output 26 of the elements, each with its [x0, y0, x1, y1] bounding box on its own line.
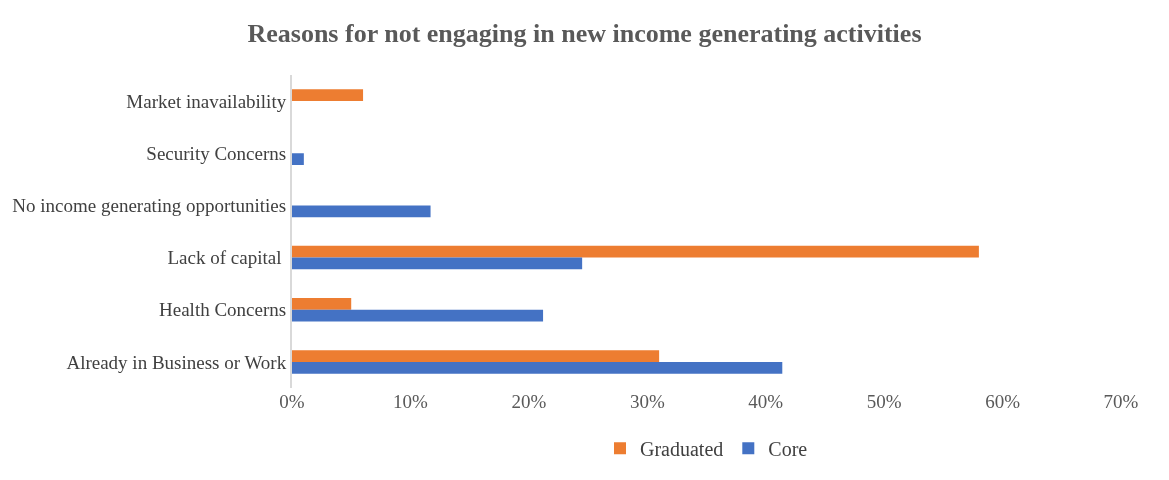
x-tick-label: 70%	[1103, 391, 1139, 412]
bar	[292, 245, 979, 258]
y-tick-label: No income generating opportunities	[12, 195, 287, 217]
x-tick-label: 40%	[748, 391, 784, 412]
y-tick-label: Already in Business or Work	[66, 351, 287, 373]
y-tick-label: Lack of capital	[167, 247, 287, 269]
y-tick-label: Health Concerns	[159, 299, 287, 321]
bar	[292, 257, 583, 270]
y-tick-label: Security Concerns	[146, 142, 287, 164]
x-tick-label: 10%	[393, 391, 429, 412]
x-tick-label: 50%	[866, 391, 902, 412]
bar	[292, 350, 660, 362]
bar	[292, 309, 544, 322]
chart-title: Reasons for not engaging in new income generating activities	[247, 19, 922, 49]
bar	[292, 361, 783, 374]
bar	[292, 298, 352, 310]
x-tick-label: 20%	[511, 391, 547, 412]
bar	[292, 153, 304, 165]
x-tick-label: 60%	[985, 391, 1021, 412]
bar	[292, 205, 431, 218]
bar	[292, 89, 364, 102]
x-tick-label: 30%	[629, 391, 665, 412]
legend-label: Graduated	[640, 437, 724, 460]
legend-label: Core	[768, 437, 808, 460]
y-tick-label: Market inavailability	[126, 90, 287, 112]
x-tick-label: 0%	[279, 391, 305, 412]
